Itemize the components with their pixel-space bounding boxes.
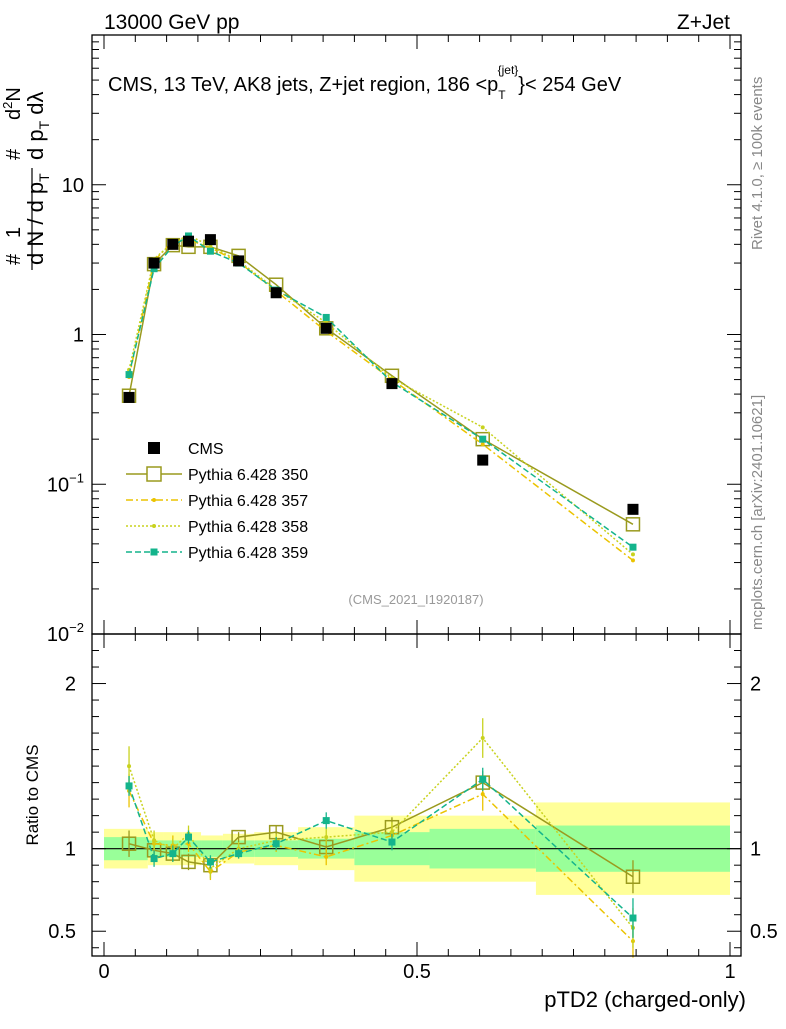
y-tick-label-main: 10	[62, 175, 84, 197]
series-point-3	[629, 543, 637, 551]
ratio-point-0	[181, 854, 196, 870]
mcplots-label: mcplots.cern.ch [arXiv:2401.10621]	[749, 395, 766, 630]
header-right: Z+Jet	[677, 11, 730, 34]
chart-title-sup: {jet}	[498, 63, 519, 77]
ratio-point-3	[235, 850, 243, 858]
ratio-point-3	[169, 850, 177, 858]
data-point	[123, 391, 135, 403]
chart-title-p: p	[487, 74, 498, 96]
series-point-3	[150, 265, 158, 273]
y-tick-label-ratio: 1	[65, 839, 76, 861]
y-tick-label-ratio: 2	[65, 674, 76, 696]
data-point	[477, 454, 489, 466]
x-label: pTD2 (charged-only)	[544, 987, 746, 1012]
y-label-main-dn: #	[3, 148, 25, 160]
ratio-point-3	[150, 855, 158, 863]
series-line-3	[128, 235, 634, 548]
ratio-point-3	[185, 833, 193, 841]
data-point	[167, 238, 179, 250]
axes: 0 0.5 1 10−2 10−1 1 10 0.5 0.5 1 1 2 2	[47, 34, 778, 983]
series-point-3	[322, 313, 330, 321]
series-point-1	[630, 558, 635, 563]
ratio-point-1	[324, 854, 329, 859]
ratio-point-2	[152, 838, 157, 843]
data-point	[627, 503, 639, 515]
data-point	[183, 235, 195, 247]
legend-label-4: Pythia 6.428 359	[188, 545, 308, 562]
data-point	[270, 287, 282, 299]
legend-label-3: Pythia 6.428 358	[188, 519, 308, 536]
ratio-point-2	[324, 835, 329, 840]
ratio-point-3	[479, 775, 487, 783]
data-point	[204, 234, 216, 246]
rivet-label: Rivet 4.1.0, ≥ 100k events	[749, 77, 766, 250]
chart-title-pre: CMS, 13 TeV, AK8 jets, Z+jet region, 186…	[108, 74, 487, 96]
ratio-point-3	[272, 840, 280, 848]
y-tick-label-ratio-right: 0.5	[750, 921, 778, 943]
legend-label-1: Pythia 6.428 350	[188, 467, 308, 484]
ratio-series	[121, 718, 641, 958]
y-label-main: d N / d pT # 1 d pT dλ # d2N	[0, 87, 52, 270]
legend-marker-3	[152, 524, 156, 528]
series-point-1	[480, 442, 485, 447]
ratio-point-3	[388, 838, 396, 846]
ratio-point-2	[389, 830, 394, 835]
y-tick-label-ratio-right: 1	[750, 839, 761, 861]
ratio-line-2	[128, 736, 634, 929]
chart-title-post: }< 254 GeV	[518, 74, 622, 96]
ratio-point-3	[125, 782, 133, 790]
data-point	[386, 378, 398, 390]
chart-title: CMS, 13 TeV, AK8 jets, Z+jet region, 186…	[108, 63, 622, 102]
legend-marker-1	[146, 466, 162, 482]
ratio-point-2	[127, 764, 132, 769]
x-tick-label: 0.5	[403, 961, 431, 983]
ratio-frame	[91, 633, 742, 957]
x-tick-label: 0	[98, 961, 109, 983]
chart-title-sub: T	[498, 88, 506, 102]
data-point	[233, 255, 245, 267]
legend-label-2: Pythia 6.428 357	[188, 493, 308, 510]
x-tick-label: 1	[724, 961, 735, 983]
y-label-main-dl: d pT dλ	[23, 91, 52, 160]
y-label-main-one: 1	[3, 227, 25, 238]
ratio-point-0	[625, 869, 641, 884]
ratio-point-3	[206, 858, 214, 866]
legend-label-0: CMS	[188, 441, 224, 458]
series-point-3	[206, 247, 214, 255]
analysis-watermark: (CMS_2021_I1920187)	[348, 592, 483, 607]
series-point-2	[630, 552, 635, 557]
series-point-0	[625, 517, 641, 532]
y-label-main-text: d N / d pT	[23, 173, 52, 265]
legend: CMS Pythia 6.428 350 Pythia 6.428 357 Pythi…	[126, 441, 308, 562]
ratio-point-3	[322, 817, 330, 825]
y-label-main-hash: #	[3, 253, 25, 265]
series-point-0	[165, 237, 181, 253]
ratio-point-3	[629, 914, 637, 922]
data-point	[320, 322, 332, 334]
legend-marker-2	[152, 498, 156, 502]
ratio-bands	[92, 802, 741, 895]
y-tick-label-ratio: 0.5	[48, 921, 76, 943]
series-line-1	[128, 238, 634, 562]
main-series	[121, 232, 641, 563]
y-label-main-d2n: d2N	[0, 87, 25, 120]
ratio-point-0	[121, 836, 137, 851]
y-tick-label-main: 10−2	[47, 620, 84, 646]
y-tick-label-ratio-right: 2	[750, 674, 761, 696]
y-label-ratio: Ratio to CMS	[23, 744, 42, 845]
ratio-point-1	[480, 792, 485, 797]
series-point-2	[480, 425, 485, 430]
header-left: 13000 GeV pp	[104, 11, 239, 34]
ratio-point-2	[480, 736, 485, 741]
y-tick-label-main: 1	[73, 325, 84, 347]
legend-marker-4	[150, 548, 158, 556]
data-point	[148, 257, 160, 269]
y-tick-label-main: 10−1	[47, 470, 84, 496]
series-point-3	[479, 435, 487, 443]
legend-marker-cms	[148, 442, 160, 454]
series-point-3	[125, 371, 133, 379]
